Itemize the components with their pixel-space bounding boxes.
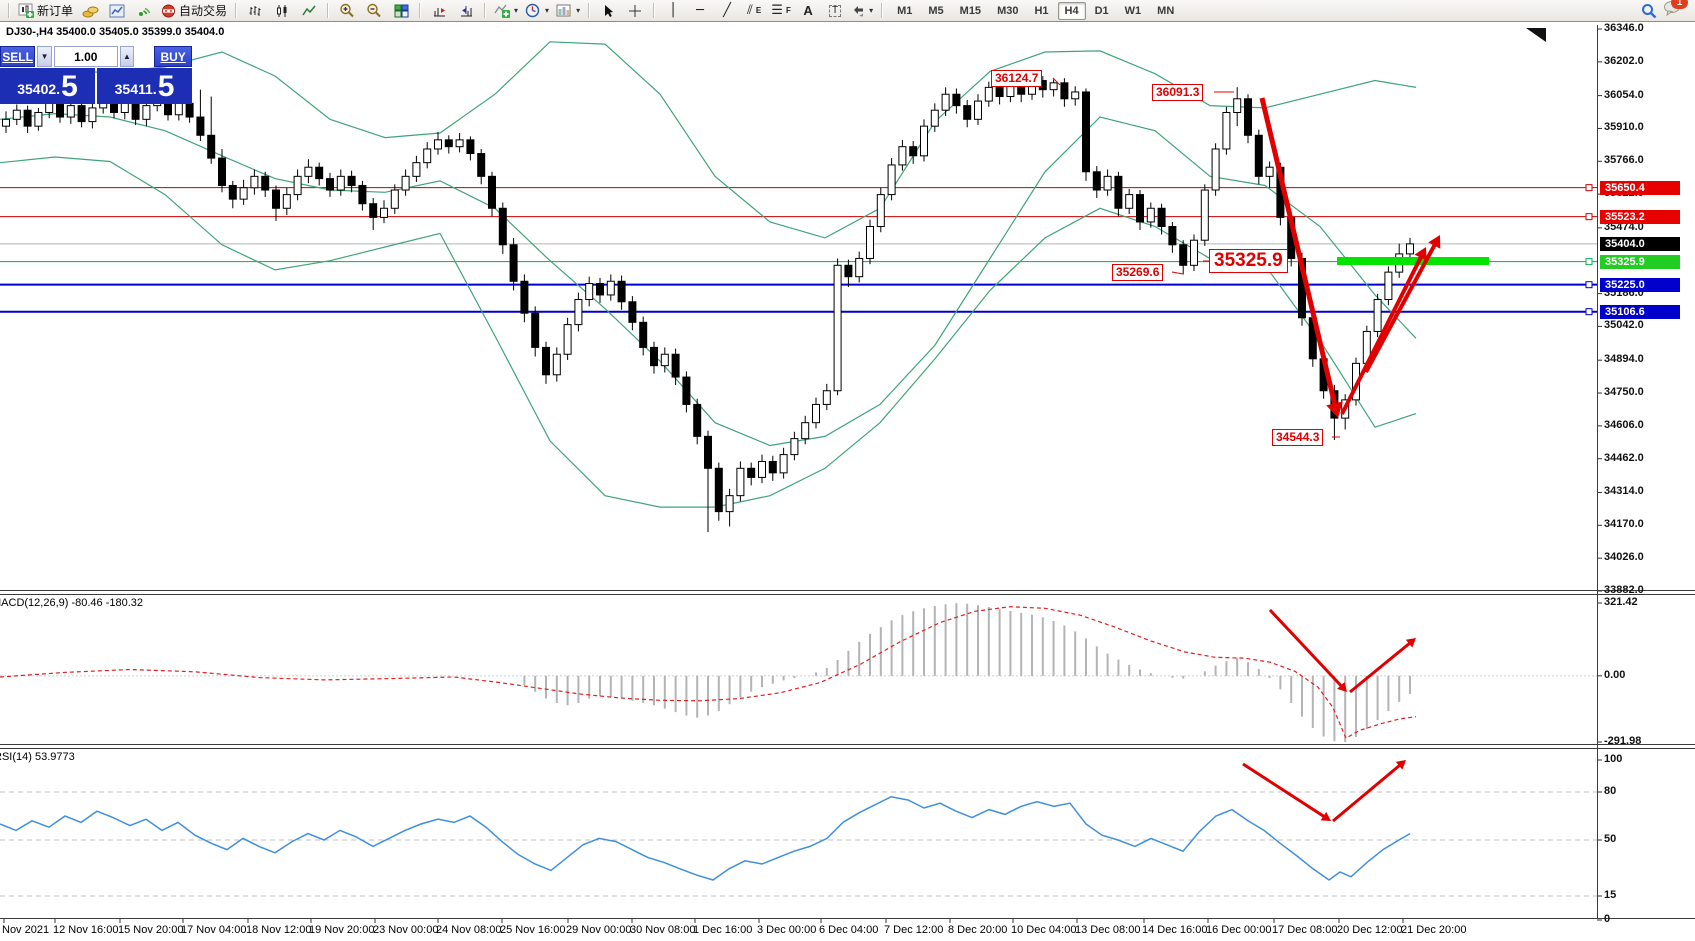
cursor-icon: [604, 4, 613, 17]
timeframe-w1[interactable]: W1: [1124, 4, 1142, 17]
fibonacci-letter: F: [785, 6, 791, 15]
sell-price-pip: 5: [61, 70, 78, 103]
chart-title: DJ30-,H4 35400.0 35405.0 35399.0 35404.0: [6, 26, 225, 38]
separator: [327, 3, 330, 18]
arrows-tool[interactable]: ▾: [849, 1, 876, 21]
new-order-button[interactable]: 新订单: [15, 1, 76, 21]
timeframe-m1[interactable]: M1: [897, 4, 913, 17]
chart-shift-icon: [433, 7, 445, 16]
channel-letter: E: [755, 6, 762, 15]
equidistant-channel-tool[interactable]: ⫽ E: [741, 1, 767, 21]
line-chart-icon: [301, 5, 316, 15]
bar-chart-icon: [249, 5, 261, 16]
toolbar-grip: [8, 3, 10, 18]
signal-icon: [139, 7, 151, 16]
toolbar-right-group: 1: [1641, 0, 1691, 21]
crosshair-tool[interactable]: [622, 1, 648, 21]
add-indicator-icon: [494, 4, 511, 18]
timeframe-h4[interactable]: H4: [1057, 1, 1086, 20]
auto-trading-label: 自动交易: [179, 4, 228, 18]
candlestick-chart-icon: [277, 4, 287, 17]
zoom-in-icon: [340, 3, 354, 18]
trade-panel-prices: 35402. 5 35411. 5: [0, 68, 192, 104]
one-click-trading-panel: SELL ▼ ▲ BUY 35402.5 35411.5: [0, 46, 193, 104]
add-indicator-button[interactable]: ▾: [491, 1, 521, 21]
chevron-down-icon: ▾: [869, 6, 874, 15]
template-grid-icon: [556, 4, 571, 17]
timeframe-m30[interactable]: M30: [997, 4, 1019, 17]
text-tool-label: A: [803, 3, 813, 18]
sell-price[interactable]: 35402. 5: [0, 68, 95, 104]
horizontal-line-tool[interactable]: ─: [696, 3, 704, 18]
chevron-down-icon: ▾: [576, 6, 581, 15]
volume-down-button[interactable]: ▼: [37, 46, 52, 67]
crosshair-icon: [629, 4, 642, 17]
buy-price-pip: 5: [157, 70, 175, 103]
profile-button[interactable]: [104, 1, 130, 21]
vertical-line-tool[interactable]: │: [669, 3, 677, 18]
arrow-shapes-icon: [854, 6, 864, 17]
timeframe-group: M1 M5 M15 M30 H1 H4 D1 W1 MN: [890, 1, 1181, 20]
sell-button[interactable]: SELL: [0, 46, 36, 67]
text-label-icon: T: [829, 4, 842, 17]
chevron-down-icon: ▾: [514, 6, 519, 15]
text-tool[interactable]: A: [795, 1, 821, 21]
tile-windows-icon: [394, 4, 409, 17]
buy-price-main: 35411.: [114, 81, 157, 97]
buy-button[interactable]: BUY: [154, 46, 193, 67]
trendline-tool[interactable]: ╱: [723, 3, 731, 18]
fibonacci-tool[interactable]: ☰ F: [768, 1, 794, 21]
chart-shift-button[interactable]: [426, 1, 452, 21]
auto-trading-button[interactable]: 自动交易: [158, 1, 230, 21]
trade-panel-controls: SELL ▼ ▲ BUY: [0, 46, 193, 67]
cursor-tool[interactable]: [595, 1, 621, 21]
separator: [653, 3, 656, 18]
top-toolbar: 新订单 自动交易 ▾ ▾: [0, 0, 1695, 22]
zoom-out-button[interactable]: [361, 1, 387, 21]
candlestick-chart-button[interactable]: [269, 1, 295, 21]
buy-price[interactable]: 35411. 5: [97, 68, 192, 104]
separator: [484, 3, 487, 18]
bar-chart-button[interactable]: [242, 1, 268, 21]
timeframe-h1[interactable]: H1: [1034, 4, 1049, 17]
search-icon[interactable]: [1641, 3, 1657, 19]
signal-button[interactable]: [131, 1, 157, 21]
channel-icon: ⫽: [747, 3, 753, 18]
tile-windows-button[interactable]: [388, 1, 414, 21]
period-button[interactable]: ▾: [522, 1, 552, 21]
coins-icon: [82, 6, 99, 17]
notifications-button[interactable]: 1: [1663, 0, 1688, 21]
new-order-label: 新订单: [37, 4, 74, 18]
timeframe-mn[interactable]: MN: [1157, 4, 1175, 17]
volume-up-button[interactable]: ▲: [119, 46, 135, 67]
new-order-icon: [18, 3, 34, 18]
separator: [235, 3, 238, 18]
timeframe-m15[interactable]: M15: [959, 4, 982, 17]
template-button[interactable]: ▾: [553, 1, 583, 21]
zoom-in-button[interactable]: [334, 1, 360, 21]
clock-icon: [525, 3, 540, 18]
auto-trading-icon: [162, 4, 176, 17]
zoom-out-icon: [367, 3, 381, 18]
separator: [588, 3, 591, 18]
auto-scroll-button[interactable]: [453, 1, 479, 21]
volume-input[interactable]: [53, 46, 118, 67]
separator: [881, 3, 884, 18]
separator: [419, 3, 422, 18]
deposit-button[interactable]: [77, 1, 103, 21]
timeframe-d1[interactable]: D1: [1094, 4, 1109, 17]
notification-count-badge: 1: [1671, 0, 1688, 9]
auto-scroll-icon: [460, 5, 472, 16]
timeframe-m5[interactable]: M5: [928, 4, 944, 17]
chart-profile-icon: [109, 4, 125, 17]
fibonacci-icon: ☰: [771, 3, 783, 18]
chevron-down-icon: ▾: [545, 6, 550, 15]
text-label-tool[interactable]: T: [822, 1, 848, 21]
line-chart-button[interactable]: [296, 1, 322, 21]
sell-price-main: 35402.: [17, 81, 61, 97]
